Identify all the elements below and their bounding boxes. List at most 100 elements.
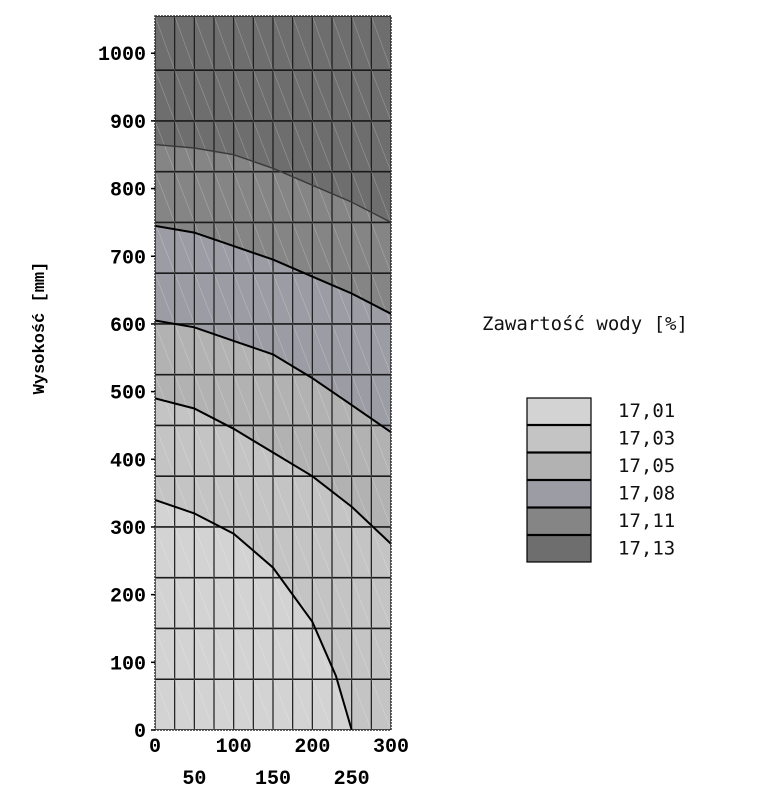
- mesh-diagonal: [272, 222, 293, 274]
- plot-area: [154, 15, 392, 731]
- mesh-diagonal: [312, 171, 333, 223]
- mesh-diagonal: [351, 171, 372, 223]
- mesh-diagonal: [155, 70, 175, 122]
- mesh-diagonal: [371, 628, 391, 680]
- mesh-diagonal: [194, 425, 215, 477]
- mesh-diagonal: [253, 273, 274, 325]
- legend-label: 17,11: [618, 510, 675, 532]
- mesh-diagonal: [213, 425, 234, 477]
- legend-swatch: [526, 452, 592, 481]
- mesh-diagonal: [155, 577, 175, 629]
- mesh-diagonal: [213, 222, 234, 274]
- mesh-diagonal: [194, 171, 215, 223]
- mesh-diagonal: [331, 16, 352, 71]
- mesh-diagonal: [292, 577, 313, 629]
- mesh-diagonal: [253, 425, 274, 477]
- mesh-diagonal: [194, 273, 215, 325]
- mesh-diagonal: [371, 171, 391, 223]
- mesh-diagonal: [233, 70, 254, 122]
- contour-lines: [155, 143, 391, 730]
- mesh-diagonal: [233, 476, 254, 528]
- mesh-diagonal: [351, 679, 372, 730]
- mesh-diagonal: [312, 628, 333, 680]
- plot-frame: [154, 15, 392, 731]
- mesh-diagonal: [233, 425, 254, 477]
- y-tick-label: 500: [110, 383, 146, 406]
- legend-label: 17,05: [618, 455, 675, 477]
- mesh-diagonal: [253, 120, 274, 172]
- mesh-diagonal: [292, 16, 313, 71]
- mesh-diagonal: [213, 526, 234, 578]
- mesh-diagonal: [272, 171, 293, 223]
- mesh-diagonal: [233, 679, 254, 730]
- mesh-diagonal: [253, 476, 274, 528]
- mesh-diagonal: [331, 526, 352, 578]
- mesh-diagonal: [351, 425, 372, 477]
- mesh-diagonal: [155, 476, 175, 528]
- mesh-diagonal: [174, 323, 195, 375]
- mesh-diagonal: [331, 323, 352, 375]
- mesh-diagonal: [292, 323, 313, 375]
- mesh-diagonal: [194, 222, 215, 274]
- mesh-diagonal: [253, 16, 274, 71]
- mesh-diagonal: [292, 374, 313, 426]
- mesh-diagonal: [155, 222, 175, 274]
- mesh-diagonal: [213, 171, 234, 223]
- mesh-diagonal: [194, 70, 215, 122]
- mesh-diagonal: [174, 476, 195, 528]
- mesh-diagonal: [174, 679, 195, 730]
- legend-swatch: [526, 397, 592, 426]
- mesh-diagonal: [155, 628, 175, 680]
- y-tick-label: 300: [110, 518, 146, 541]
- x-tick-label: 250: [334, 768, 370, 790]
- x-tick-label: 150: [255, 768, 291, 790]
- mesh-diagonal: [174, 16, 195, 71]
- mesh-diagonal: [371, 120, 391, 172]
- mesh-diagonal: [253, 222, 274, 274]
- mesh-diagonal: [155, 526, 175, 578]
- mesh-diagonal: [174, 577, 195, 629]
- mesh-diagonal: [233, 222, 254, 274]
- x-tick-label: 200: [294, 736, 330, 759]
- mesh-diagonal: [213, 374, 234, 426]
- legend-swatch: [526, 479, 592, 508]
- mesh-diagonal: [371, 374, 391, 426]
- legend-label: 17,01: [618, 400, 675, 422]
- mesh-diagonal: [194, 16, 215, 71]
- mesh-diagonal: [155, 171, 175, 223]
- legend-swatch: [526, 424, 592, 453]
- mesh-diagonal: [272, 425, 293, 477]
- mesh-diagonal: [253, 171, 274, 223]
- mesh-diagonal: [233, 374, 254, 426]
- mesh-diagonal: [371, 476, 391, 528]
- mesh-diagonal: [233, 323, 254, 375]
- mesh-diagonal: [312, 425, 333, 477]
- mesh-diagonal: [174, 374, 195, 426]
- x-tick-label: 100: [216, 736, 252, 759]
- mesh-diagonal: [213, 273, 234, 325]
- mesh-diagonal: [331, 171, 352, 223]
- mesh-diagonal: [253, 374, 274, 426]
- mesh-diagonal: [351, 222, 372, 274]
- mesh-diagonal: [213, 628, 234, 680]
- mesh-diagonal: [272, 577, 293, 629]
- mesh-diagonal: [371, 222, 391, 274]
- mesh-diagonal: [272, 70, 293, 122]
- mesh-diagonal: [272, 628, 293, 680]
- mesh-diagonal: [233, 16, 254, 71]
- x-tick-label: 300: [373, 736, 409, 759]
- contour-line-17,08: [155, 224, 391, 315]
- mesh-diagonal: [331, 374, 352, 426]
- mesh-diagonal: [213, 476, 234, 528]
- mesh-diagonal: [312, 273, 333, 325]
- mesh-diagonal: [312, 679, 333, 730]
- mesh-diagonal: [194, 679, 215, 730]
- x-axis-ticks: 0 100 200 300 50 150 250: [149, 736, 409, 790]
- y-tick-label: 600: [110, 315, 146, 338]
- mesh-diagonal: [292, 526, 313, 578]
- mesh-diagonal: [312, 577, 333, 629]
- y-axis-ticks: 0 100 200 300 400 500 600 700 800 900 1000: [98, 44, 155, 744]
- mesh-diagonal: [194, 476, 215, 528]
- mesh-diagonal: [213, 323, 234, 375]
- mesh-diagonal: [331, 70, 352, 122]
